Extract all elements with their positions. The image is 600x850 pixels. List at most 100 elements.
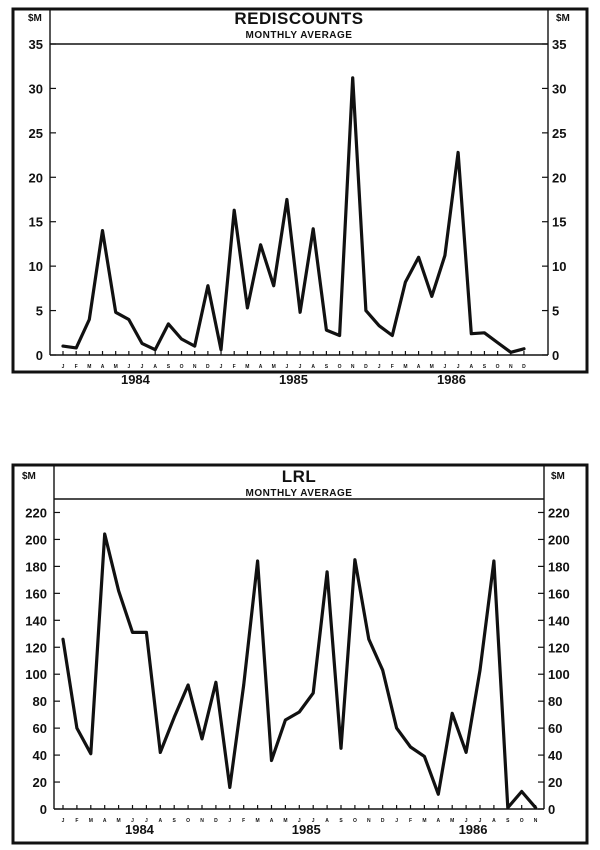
rediscounts-ytick-label-left: 35: [29, 37, 43, 52]
rediscounts-month-label: J: [62, 364, 65, 370]
lrl-ytick-label-right: 180: [548, 559, 570, 574]
rediscounts-month-label: J: [141, 364, 144, 370]
rediscounts-month-label: N: [193, 364, 197, 370]
rediscounts-month-label: J: [220, 364, 223, 370]
rediscounts-month-label: J: [127, 364, 130, 370]
lrl-title: LRL: [282, 467, 317, 486]
rediscounts-ytick-label-right: 15: [552, 215, 566, 230]
lrl-x-ticks: J F M A M J J A S O N D J F M A M J J A S O N D J F M A M J J A S O N 1984 1…: [62, 805, 538, 837]
lrl-month-label: M: [117, 818, 121, 824]
rediscounts-month-label: F: [233, 364, 236, 370]
lrl-month-label: M: [283, 818, 287, 824]
lrl-ytick-label-left: 100: [25, 667, 47, 682]
lrl-frame: [11, 463, 589, 845]
rediscounts-month-label: N: [351, 364, 355, 370]
rediscounts-month-label: J: [378, 364, 381, 370]
lrl-month-label: F: [409, 818, 412, 824]
lrl-month-label: S: [506, 818, 510, 824]
lrl-month-label: A: [270, 818, 274, 824]
rediscounts-month-label: M: [403, 364, 407, 370]
lrl-month-label: N: [534, 818, 538, 824]
lrl-year-label: 1986: [459, 822, 488, 837]
lrl-subtitle: MONTHLY AVERAGE: [246, 488, 353, 499]
lrl-month-label: J: [131, 818, 134, 824]
rediscounts-ytick-label-right: 30: [552, 81, 566, 96]
lrl-month-label: F: [242, 818, 245, 824]
rediscounts-month-label: A: [417, 364, 421, 370]
lrl-ytick-label-left: 20: [33, 775, 47, 790]
rediscounts-y-ticks: 0 0 5 5 10 10 15 15 20 20 25 25 30 30 35 35: [29, 37, 567, 363]
lrl-ytick-label-left: 120: [25, 640, 47, 655]
rediscounts-month-label: M: [87, 364, 91, 370]
rediscounts-month-label: J: [444, 364, 447, 370]
rediscounts-ytick-label-right: 20: [552, 170, 566, 185]
lrl-ytick-label-right: 40: [548, 748, 562, 763]
lrl-ytick-label-left: 60: [33, 721, 47, 736]
lrl-ytick-label-right: 200: [548, 532, 570, 547]
rediscounts-title: REDISCOUNTS: [234, 9, 363, 28]
lrl-ytick-label-right: 20: [548, 775, 562, 790]
lrl-month-label: J: [62, 818, 65, 824]
rediscounts-month-label: A: [311, 364, 315, 370]
lrl-month-label: D: [214, 818, 218, 824]
lrl-y-ticks: 0 0 20 20 40 40 60 60 80 80 100 100 120 120 140 140 160 1…: [25, 505, 569, 817]
rediscounts-month-label: M: [272, 364, 276, 370]
lrl-month-label: D: [381, 818, 385, 824]
rediscounts-month-label: M: [430, 364, 434, 370]
lrl-month-label: J: [145, 818, 148, 824]
rediscounts-month-label: S: [483, 364, 487, 370]
rediscounts-month-label: A: [259, 364, 263, 370]
rediscounts-month-label: A: [153, 364, 157, 370]
rediscounts-month-label: O: [180, 364, 184, 370]
rediscounts-unit-left: $M: [28, 13, 42, 24]
rediscounts-ytick-label-right: 10: [552, 259, 566, 274]
lrl-ytick-label-right: 140: [548, 613, 570, 628]
rediscounts-frame: [11, 7, 589, 374]
rediscounts-month-label: S: [167, 364, 171, 370]
rediscounts-month-label: O: [496, 364, 500, 370]
lrl-ytick-label-left: 180: [25, 559, 47, 574]
rediscounts-month-label: S: [325, 364, 329, 370]
lrl-ytick-label-left: 200: [25, 532, 47, 547]
lrl-month-label: N: [200, 818, 204, 824]
lrl-ytick-label-right: 100: [548, 667, 570, 682]
rediscounts-ytick-label-right: 0: [552, 348, 559, 363]
lrl-series-line: [61, 532, 538, 810]
lrl-month-label: A: [325, 818, 329, 824]
lrl-month-label: A: [436, 818, 440, 824]
lrl-month-label: J: [465, 818, 468, 824]
rediscounts-ytick-label-left: 5: [36, 304, 43, 319]
rediscounts-month-label: D: [206, 364, 210, 370]
lrl-year-label: 1985: [292, 822, 321, 837]
rediscounts-month-label: N: [509, 364, 513, 370]
rediscounts-month-label: D: [364, 364, 368, 370]
lrl-month-label: A: [492, 818, 496, 824]
lrl-ytick-label-right: 160: [548, 586, 570, 601]
lrl-month-label: O: [520, 818, 524, 824]
rediscounts-month-label: O: [338, 364, 342, 370]
rediscounts-month-label: A: [101, 364, 105, 370]
rediscounts-subtitle: MONTHLY AVERAGE: [246, 30, 353, 41]
rediscounts-month-label: D: [522, 364, 526, 370]
lrl-month-label: S: [173, 818, 177, 824]
lrl-ytick-label-right: 60: [548, 721, 562, 736]
rediscounts-month-label: J: [285, 364, 288, 370]
lrl-month-label: N: [367, 818, 371, 824]
lrl-unit-right: $M: [551, 471, 565, 482]
rediscounts-ytick-label-left: 0: [36, 348, 43, 363]
lrl-month-label: M: [450, 818, 454, 824]
rediscounts-x-ticks: J F M A M J J A S O N D J F M A M J J A S O N D J F M A M J J A S O N D 1984…: [62, 351, 526, 387]
lrl-ytick-label-right: 220: [548, 505, 570, 520]
rediscounts-ytick-label-right: 35: [552, 37, 566, 52]
lrl-ytick-label-left: 160: [25, 586, 47, 601]
lrl-ytick-label-left: 40: [33, 748, 47, 763]
rediscounts-ytick-label-right: 25: [552, 126, 566, 141]
rediscounts-chart: $M $M REDISCOUNTS MONTHLY AVERAGE 0 0 5 5 10…: [11, 7, 589, 387]
lrl-month-label: J: [312, 818, 315, 824]
lrl-year-label: 1984: [125, 822, 155, 837]
lrl-month-label: M: [422, 818, 426, 824]
lrl-month-label: J: [298, 818, 301, 824]
lrl-month-label: O: [186, 818, 190, 824]
rediscounts-month-label: M: [114, 364, 118, 370]
